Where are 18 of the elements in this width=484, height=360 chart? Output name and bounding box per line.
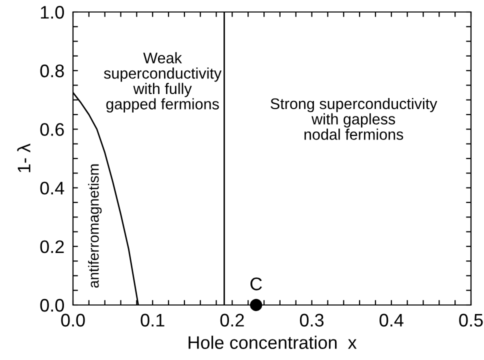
y-tick-label: 0.4	[40, 182, 64, 195]
annotation: Weak superconductivity with fully gapped fermions	[104, 52, 222, 112]
annotation: Strong superconductivity with gapless nodal fermions	[270, 98, 438, 140]
x-tick-label: 0.3	[300, 314, 324, 327]
annotation: C	[250, 278, 262, 290]
y-tick-label: 0.8	[40, 64, 64, 78]
y-axis-title: 1- λ	[17, 144, 30, 172]
x-tick-label: 0.0	[61, 314, 85, 327]
x-tick-label: 0.4	[380, 314, 404, 327]
x-tick-label: 0.5	[459, 314, 483, 327]
x-tick-label: 0.2	[220, 314, 244, 327]
x-axis-title: Hole concentration x	[188, 336, 357, 349]
annotation: antiferromagnetism	[88, 164, 102, 288]
y-tick-label: 0.0	[40, 298, 64, 312]
x-tick-label: 0.1	[140, 314, 164, 327]
y-tick-label: 0.6	[40, 123, 64, 136]
y-tick-label: 1.0	[40, 6, 64, 19]
y-tick-label: 0.2	[40, 240, 64, 254]
